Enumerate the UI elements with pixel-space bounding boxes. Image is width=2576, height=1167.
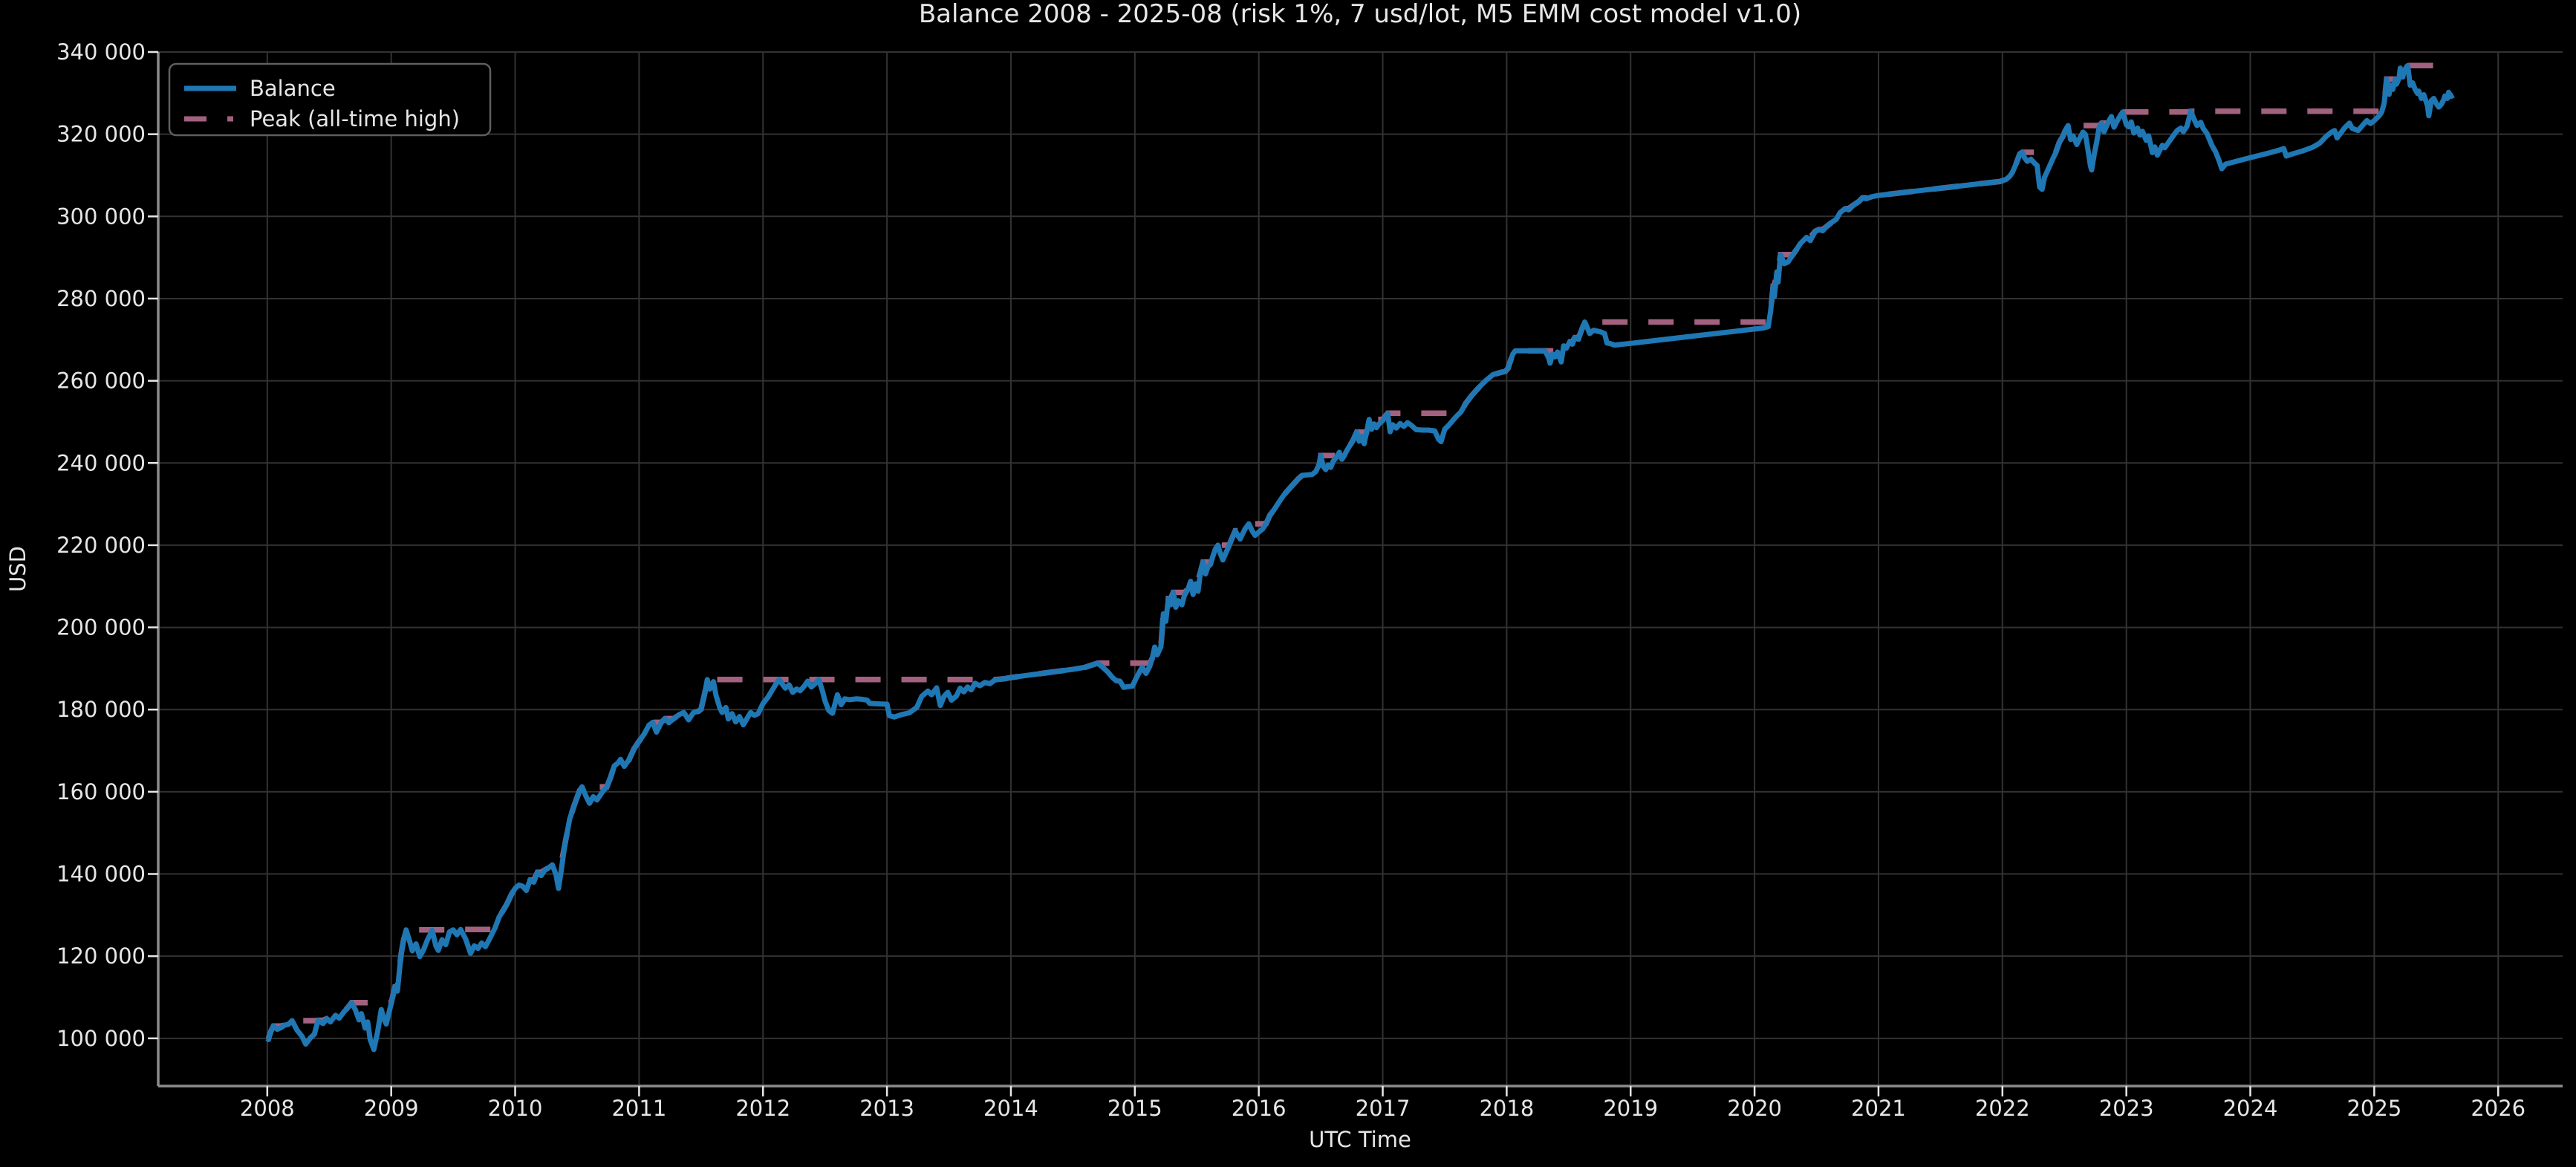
x-tick-label: 2026 (2471, 1096, 2525, 1121)
legend-balance-label: Balance (250, 76, 336, 101)
x-tick-label: 2019 (1603, 1096, 1658, 1121)
balance-line (265, 62, 2455, 1053)
y-tick-label: 320 000 (56, 122, 146, 147)
balance-line-layer (265, 62, 2455, 1053)
peak-all-time-high-line (265, 62, 2454, 1041)
x-tick-label: 2011 (611, 1096, 666, 1121)
x-tick-label: 2015 (1108, 1096, 1162, 1121)
y-tick-label: 300 000 (56, 204, 146, 229)
legend-box (168, 62, 492, 137)
grid-layer (158, 51, 2563, 1086)
x-tick-label: 2014 (983, 1096, 1038, 1121)
x-tick-label: 2025 (2346, 1096, 2401, 1121)
y-tick-label: 120 000 (56, 943, 146, 969)
x-tick-label: 2017 (1356, 1096, 1411, 1121)
y-tick-label: 240 000 (56, 450, 146, 475)
x-tick-label: 2010 (488, 1096, 543, 1121)
x-tick-label: 2018 (1479, 1096, 1534, 1121)
x-tick-label: 2021 (1851, 1096, 1906, 1121)
y-tick-label: 220 000 (56, 533, 146, 558)
y-tick-label: 140 000 (56, 862, 146, 887)
y-tick-label: 160 000 (56, 779, 146, 804)
y-tick-label: 280 000 (56, 286, 146, 311)
legend: Balance Peak (all-time high) (168, 62, 492, 137)
x-tick-label: 2024 (2223, 1096, 2278, 1121)
y-tick-label: 180 000 (56, 697, 146, 722)
y-tick-label: 100 000 (56, 1026, 146, 1051)
x-tick-label: 2009 (364, 1096, 419, 1121)
tick-layer: 2008 2009 2010 2011 2012 2013 2014 2015 2016 2017… (56, 39, 2525, 1121)
x-tick-label: 2016 (1232, 1096, 1287, 1121)
y-tick-label: 340 000 (56, 39, 146, 65)
x-tick-label: 2012 (735, 1096, 790, 1121)
x-tick-label: 2023 (2099, 1096, 2154, 1121)
axes-spines (157, 52, 2563, 1088)
x-tick-label: 2020 (1727, 1096, 1782, 1121)
x-tick-label: 2008 (240, 1096, 295, 1121)
y-tick-label: 200 000 (56, 615, 146, 640)
y-tick-label: 260 000 (56, 368, 146, 394)
chart-title: Balance 2008 - 2025-08 (risk 1%, 7 usd/l… (919, 0, 1801, 29)
x-axis-label: UTC Time (1309, 1127, 1411, 1152)
legend-peak-label: Peak (all-time high) (250, 106, 460, 131)
y-axis-label: USD (5, 546, 30, 592)
x-tick-label: 2013 (859, 1096, 914, 1121)
peak-line-layer (265, 62, 2454, 1041)
x-tick-label: 2022 (1975, 1096, 2030, 1121)
